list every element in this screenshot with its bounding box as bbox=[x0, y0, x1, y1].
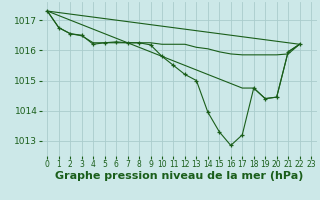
X-axis label: Graphe pression niveau de la mer (hPa): Graphe pression niveau de la mer (hPa) bbox=[55, 171, 303, 181]
